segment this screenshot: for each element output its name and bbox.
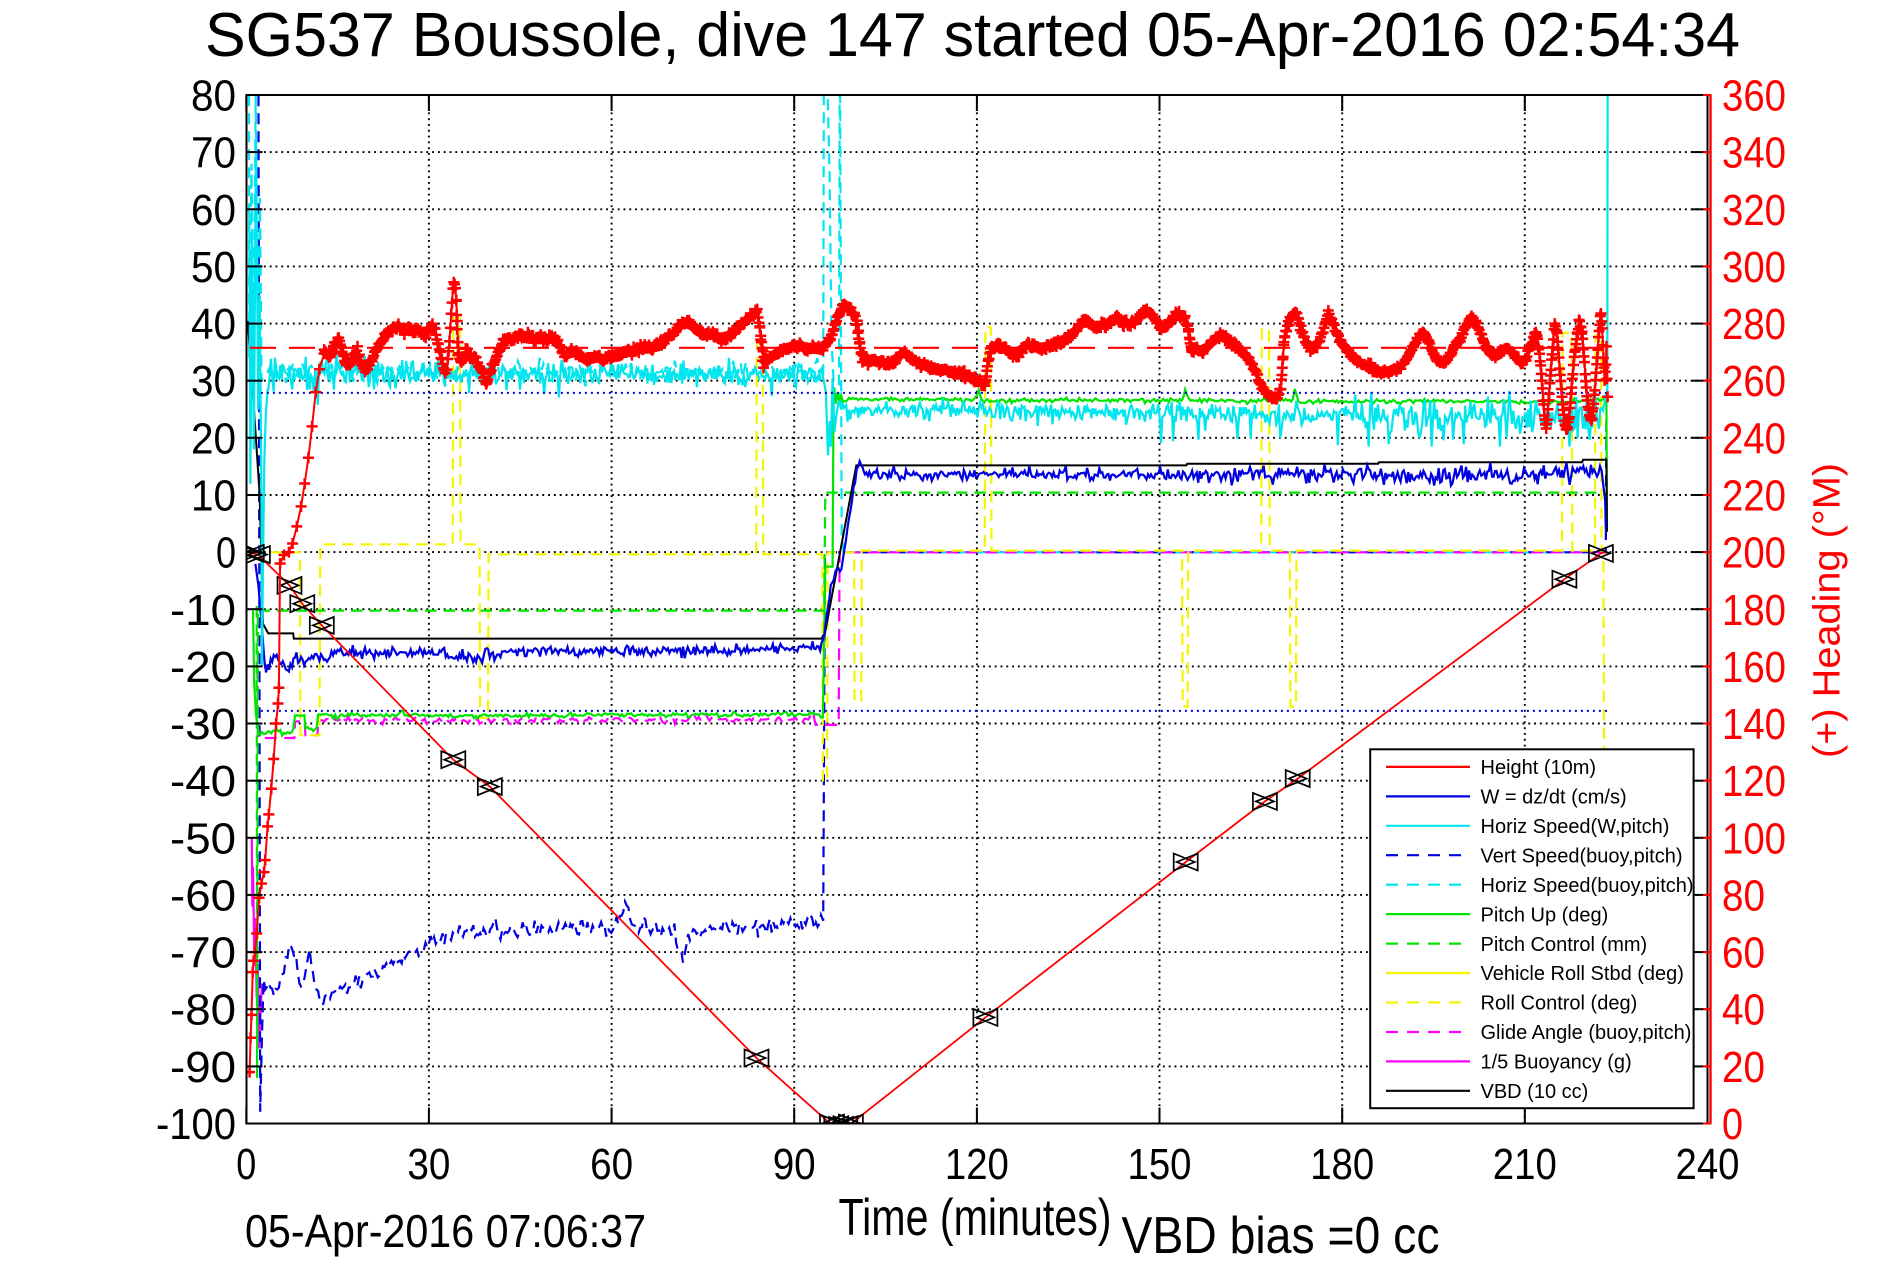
svg-text:-90: -90 — [170, 1043, 236, 1092]
svg-text:40: 40 — [191, 300, 236, 349]
svg-text:80: 80 — [1722, 871, 1765, 920]
svg-text:10: 10 — [191, 472, 236, 521]
svg-text:-10: -10 — [170, 586, 236, 635]
svg-text:360: 360 — [1722, 72, 1786, 121]
svg-text:60: 60 — [1722, 929, 1765, 978]
svg-text:SG537 Boussole, dive 147 start: SG537 Boussole, dive 147 started 05-Apr-… — [205, 1, 1740, 70]
svg-text:180: 180 — [1310, 1140, 1374, 1189]
svg-text:Horiz Speed(buoy,pitch): Horiz Speed(buoy,pitch) — [1481, 875, 1694, 897]
svg-text:-50: -50 — [170, 814, 236, 863]
svg-text:120: 120 — [1722, 757, 1786, 806]
svg-text:20: 20 — [191, 414, 236, 463]
svg-text:(+) Heading (°M): (+) Heading (°M) — [1807, 463, 1849, 758]
svg-text:240: 240 — [1722, 414, 1786, 463]
svg-text:280: 280 — [1722, 300, 1786, 349]
svg-text:-60: -60 — [170, 871, 236, 920]
svg-text:90: 90 — [773, 1140, 816, 1189]
svg-text:0: 0 — [236, 1140, 256, 1189]
svg-text:05-Apr-2016 07:06:37: 05-Apr-2016 07:06:37 — [245, 1205, 646, 1257]
svg-text:-30: -30 — [170, 700, 236, 749]
svg-text:-40: -40 — [170, 757, 236, 806]
svg-text:1/5 Buoyancy (g): 1/5 Buoyancy (g) — [1481, 1052, 1632, 1074]
svg-text:120: 120 — [945, 1140, 1009, 1189]
svg-text:20: 20 — [1722, 1043, 1765, 1092]
svg-text:80: 80 — [191, 72, 236, 121]
svg-text:220: 220 — [1722, 472, 1786, 521]
svg-text:30: 30 — [191, 357, 236, 406]
svg-text:240: 240 — [1676, 1140, 1740, 1189]
svg-text:-20: -20 — [170, 643, 236, 692]
svg-text:VBD bias =0 cc: VBD bias =0 cc — [1122, 1207, 1440, 1262]
svg-text:320: 320 — [1722, 186, 1786, 235]
svg-text:100: 100 — [1722, 814, 1786, 863]
svg-text:-80: -80 — [170, 986, 236, 1035]
svg-text:40: 40 — [1722, 986, 1765, 1035]
svg-text:300: 300 — [1722, 243, 1786, 292]
svg-text:210: 210 — [1493, 1140, 1557, 1189]
svg-text:140: 140 — [1722, 700, 1786, 749]
svg-text:180: 180 — [1722, 586, 1786, 635]
svg-text:70: 70 — [191, 129, 236, 178]
svg-text:Time (minutes): Time (minutes) — [839, 1189, 1112, 1247]
svg-text:340: 340 — [1722, 129, 1786, 178]
svg-text:60: 60 — [191, 186, 236, 235]
svg-text:-100: -100 — [156, 1100, 236, 1149]
svg-text:Horiz Speed(W,pitch): Horiz Speed(W,pitch) — [1481, 816, 1670, 838]
svg-text:50: 50 — [191, 243, 236, 292]
svg-text:Pitch Control (mm): Pitch Control (mm) — [1481, 934, 1648, 956]
svg-text:Vehicle Roll Stbd (deg): Vehicle Roll Stbd (deg) — [1481, 963, 1684, 985]
svg-text:VBD (10 cc): VBD (10 cc) — [1481, 1081, 1589, 1103]
svg-text:0: 0 — [1722, 1100, 1743, 1149]
svg-text:60: 60 — [590, 1140, 633, 1189]
svg-text:W = dz/dt (cm/s): W = dz/dt (cm/s) — [1481, 787, 1627, 809]
svg-text:160: 160 — [1722, 643, 1786, 692]
svg-text:-70: -70 — [170, 929, 236, 978]
svg-text:Glide Angle (buoy,pitch): Glide Angle (buoy,pitch) — [1481, 1022, 1692, 1044]
svg-text:30: 30 — [407, 1140, 450, 1189]
svg-text:0: 0 — [216, 529, 236, 578]
svg-text:Roll Control (deg): Roll Control (deg) — [1481, 993, 1638, 1015]
svg-text:200: 200 — [1722, 529, 1786, 578]
svg-text:260: 260 — [1722, 357, 1786, 406]
svg-text:Height (10m): Height (10m) — [1481, 757, 1597, 779]
svg-text:Vert Speed(buoy,pitch): Vert Speed(buoy,pitch) — [1481, 846, 1683, 868]
svg-text:Pitch Up (deg): Pitch Up (deg) — [1481, 904, 1609, 926]
svg-text:150: 150 — [1128, 1140, 1192, 1189]
